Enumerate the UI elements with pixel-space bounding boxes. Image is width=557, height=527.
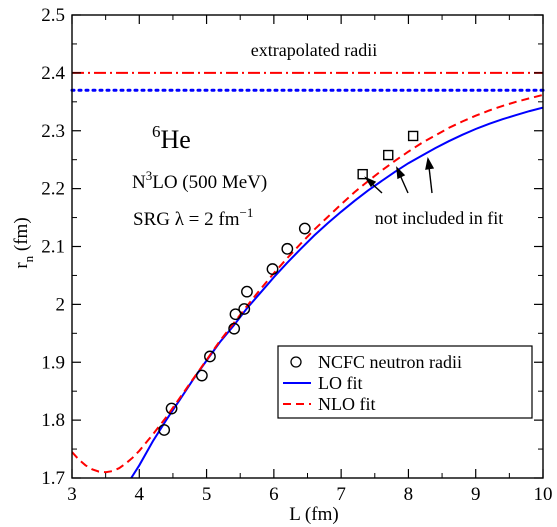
legend-nlo-label: NLO fit <box>318 394 376 414</box>
ncfc-point-6 <box>238 303 251 315</box>
arrow-1-head <box>364 176 377 188</box>
ncfc-point-9 <box>281 242 294 255</box>
axes-layer: 3 4 5 6 7 8 9 10 1.7 1.8 1.9 2 2.1 2.2 2.3 2.4 2.5 <box>41 5 552 505</box>
interaction-label-pre: N <box>132 172 146 193</box>
ncfc-point-5 <box>229 308 242 321</box>
arrow-3-line <box>428 166 433 194</box>
nlo-fit-series <box>72 93 543 474</box>
y-axis-title: rn (fm) <box>11 217 36 268</box>
srg-label-text: SRG λ = 2 fm <box>133 209 240 230</box>
svg-text:rn (fm): rn (fm) <box>11 217 36 268</box>
nucleus-mass-number: 6 <box>152 122 161 141</box>
x-tick-label-1: 4 <box>135 484 145 505</box>
ncfc-point-4 <box>228 322 241 335</box>
y-tick-label-7: 2.4 <box>41 63 65 84</box>
excluded-point-2 <box>407 130 419 142</box>
y-tick-label-0: 1.7 <box>41 468 65 489</box>
y-tick-label-3: 2 <box>56 294 66 315</box>
ncfc-point-10 <box>298 222 311 235</box>
legend-lo-label: LO fit <box>318 373 363 393</box>
arrow-2-line <box>399 174 409 194</box>
legend-ncfc-label: NCFC neutron radii <box>318 352 462 372</box>
nucleus-symbol: He <box>161 125 191 154</box>
x-tick-label-3: 6 <box>269 484 279 505</box>
ncfc-point-7 <box>241 285 253 298</box>
x-tick-label-6: 9 <box>471 484 481 505</box>
y-tick-label-8: 2.5 <box>41 5 65 26</box>
x-tick-label-5: 8 <box>404 484 414 505</box>
y-axis-title-sub: n <box>21 255 36 262</box>
legend-ncfc-marker <box>290 356 302 368</box>
srg-label: SRG λ = 2 fm−1 <box>133 205 253 230</box>
y-tick-label-4: 2.1 <box>41 237 65 258</box>
arrow-3-head <box>425 156 435 170</box>
ncfc-point-1 <box>165 402 178 415</box>
y-tick-label-5: 2.2 <box>41 179 65 200</box>
y-axis-title-main: r <box>11 262 32 269</box>
legend: NCFC neutron radii LO fit NLO fit <box>277 345 533 419</box>
srg-label-sup: −1 <box>240 205 254 220</box>
interaction-label-sup: 3 <box>146 168 153 183</box>
not-included-label: not included in fit <box>375 208 503 228</box>
x-tick-label-4: 7 <box>336 484 346 505</box>
x-tick-label-0: 3 <box>67 484 77 505</box>
nucleus-label: 6He <box>152 122 191 154</box>
x-tick-label-7: 10 <box>534 484 553 505</box>
ncfc-point-2 <box>195 369 208 382</box>
ncfc-point-3 <box>204 350 216 363</box>
excluded-arrows <box>364 156 435 194</box>
y-tick-label-6: 2.3 <box>41 121 65 142</box>
interaction-label: N3LO (500 MeV) <box>132 168 267 193</box>
y-tick-label-2: 1.9 <box>41 352 65 373</box>
lo-fit-series <box>130 106 543 478</box>
y-tick-label-1: 1.8 <box>41 410 65 431</box>
arrow-2-head <box>396 166 406 180</box>
extrapolated-radii-label: extrapolated radii <box>251 40 377 60</box>
x-tick-label-2: 5 <box>202 484 212 505</box>
ncfc-point-0 <box>158 424 171 436</box>
y-axis-title-unit: (fm) <box>11 217 32 256</box>
excluded-point-0 <box>357 168 368 180</box>
legend-box <box>277 345 533 419</box>
x-axis-title: L (fm) <box>289 504 338 525</box>
interaction-label-post: LO (500 MeV) <box>152 172 267 193</box>
excluded-point-1 <box>383 149 394 161</box>
plot-layer <box>70 71 545 478</box>
ncfc-point-8 <box>266 263 279 275</box>
